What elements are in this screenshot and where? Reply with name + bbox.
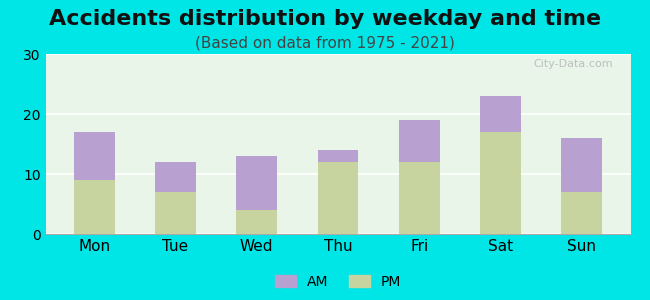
Bar <box>562 138 602 192</box>
Bar <box>562 192 602 234</box>
Bar <box>318 150 358 162</box>
Bar <box>480 132 521 234</box>
Text: City-Data.com: City-Data.com <box>533 59 613 69</box>
Bar <box>74 132 114 180</box>
Bar <box>237 156 277 210</box>
Bar <box>318 162 358 234</box>
Text: (Based on data from 1975 - 2021): (Based on data from 1975 - 2021) <box>195 36 455 51</box>
Bar <box>155 192 196 234</box>
Bar <box>480 96 521 132</box>
Bar <box>155 162 196 192</box>
Bar <box>237 210 277 234</box>
Legend: AM, PM: AM, PM <box>268 268 408 296</box>
Bar <box>399 162 439 234</box>
Bar <box>399 120 439 162</box>
Text: Accidents distribution by weekday and time: Accidents distribution by weekday and ti… <box>49 9 601 29</box>
Bar <box>74 180 114 234</box>
